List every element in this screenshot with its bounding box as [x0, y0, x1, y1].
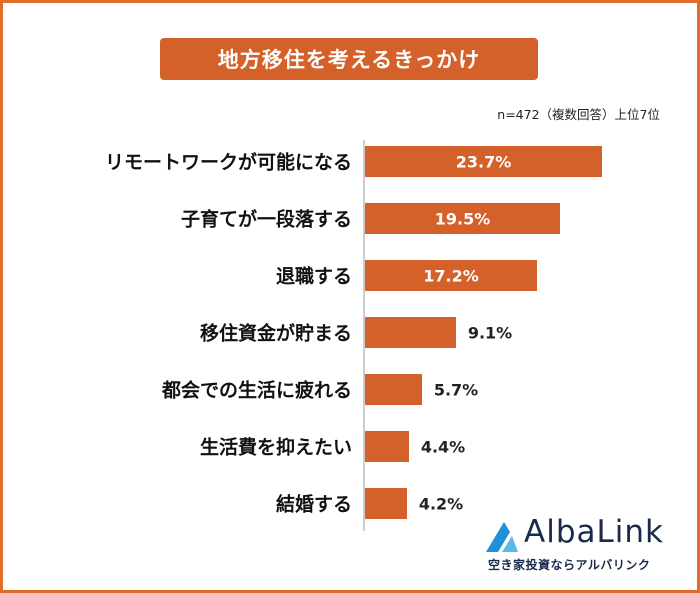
value-label: 4.4%	[421, 438, 465, 457]
logo-wordmark: AlbaLink	[524, 514, 664, 550]
chart-title: 地方移住を考えるきっかけ	[160, 38, 538, 80]
bar	[365, 488, 407, 519]
value-label: 4.2%	[419, 495, 463, 514]
albalink-logo: AlbaLink 空き家投資ならアルバリンク	[478, 514, 678, 578]
bar	[365, 431, 409, 462]
logo-tagline: 空き家投資ならアルバリンク	[488, 558, 651, 572]
bar	[365, 146, 602, 177]
value-label: 17.2%	[423, 267, 479, 286]
value-label: 19.5%	[435, 210, 491, 229]
category-label: 結婚する	[276, 493, 352, 516]
value-label: 5.7%	[434, 381, 478, 400]
category-label: 都会での生活に疲れる	[161, 379, 352, 402]
value-label: 23.7%	[456, 153, 512, 172]
bar	[365, 317, 456, 348]
bar	[365, 260, 537, 291]
bar	[365, 374, 422, 405]
category-label: 退職する	[276, 265, 352, 288]
category-label: 移住資金が貯まる	[200, 322, 352, 345]
category-label: 生活費を抑えたい	[200, 436, 352, 459]
category-label: リモートワークが可能になる	[105, 151, 352, 174]
bar	[365, 203, 560, 234]
category-label: 子育てが一段落する	[181, 208, 352, 231]
value-label: 9.1%	[468, 324, 512, 343]
albalink-logo-icon	[486, 522, 518, 552]
sample-note: n=472（複数回答）上位7位	[497, 107, 660, 122]
